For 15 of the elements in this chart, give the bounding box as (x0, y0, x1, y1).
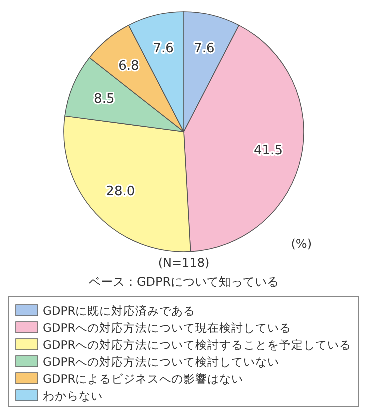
legend-label: GDPRへの対応方法について現在検討している (43, 321, 292, 335)
data-label: 7.6 (194, 42, 215, 57)
data-label: 28.0 (106, 184, 136, 200)
data-label: 7.6 (153, 42, 174, 57)
data-label: 6.8 (118, 58, 140, 74)
legend-label: GDPRへの対応方法について検討することを予定している (43, 338, 352, 352)
data-label: 41.5 (254, 144, 283, 159)
legend-label: GDPRに既に対応済みである (43, 304, 196, 318)
data-label: 8.5 (94, 92, 115, 107)
text: (N=118) (158, 256, 210, 270)
legend-label: GDPRへの対応方法について検討していない (43, 355, 280, 369)
text: ベース：GDPRについて知っている (88, 275, 280, 289)
text: (%) (291, 237, 312, 251)
legend-label: GDPRによるビジネスへの影響はない (43, 372, 244, 386)
legend-label: わからない (43, 389, 103, 403)
